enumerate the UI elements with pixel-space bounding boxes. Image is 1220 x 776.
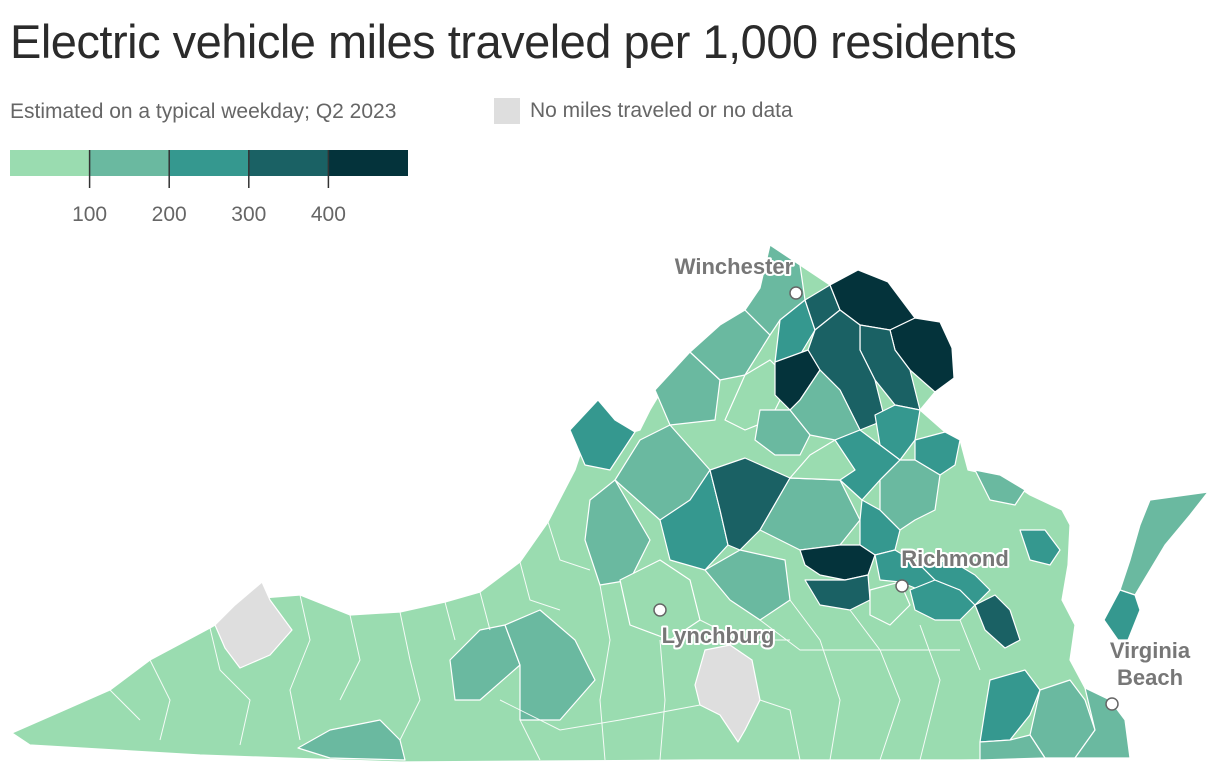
county-no-data-halifax — [694, 644, 761, 743]
city-richmond: Richmond — [895, 544, 1011, 593]
county-louisa — [789, 439, 856, 481]
legend-swatch-5 — [328, 150, 408, 176]
map-title: Electric vehicle miles traveled per 1,00… — [10, 15, 1017, 68]
eastern-shore-south — [1103, 589, 1141, 641]
legend-swatch-4 — [248, 150, 329, 176]
county-north-1 — [774, 299, 816, 363]
map-subtitle: Estimated on a typical weekday; Q2 2023 — [10, 100, 397, 123]
city-dot — [653, 603, 667, 617]
legend-tick-label: 300 — [231, 203, 266, 226]
county-new-kent — [919, 559, 991, 606]
no-data-swatch — [494, 98, 520, 124]
city-label: Winchester — [675, 254, 794, 279]
city-label-line: Richmond — [901, 546, 1009, 571]
county-gloucester — [1019, 529, 1061, 566]
county-orange — [754, 409, 811, 456]
legend-tick-label: 100 — [72, 203, 107, 226]
county-sw-3 — [504, 609, 596, 721]
county-nansemond — [979, 669, 1041, 743]
county-caroline — [879, 459, 941, 531]
city-dot — [1105, 697, 1119, 711]
city-dot — [895, 579, 909, 593]
county-no-data-dickenson — [214, 581, 293, 669]
city-label-line: Virginia — [1110, 638, 1191, 663]
county-w-4 — [654, 351, 721, 426]
county-nw-2 — [744, 244, 806, 336]
county-borders — [109, 521, 981, 761]
county-culpeper — [789, 369, 861, 441]
city-label-line: Winchester — [675, 254, 794, 279]
county-w-2 — [569, 399, 636, 471]
eastern-shore-north — [1119, 491, 1209, 596]
city-winchester: Winchester — [673, 252, 803, 300]
county-suffolk — [979, 734, 1046, 761]
color-legend: 100 200 300 400 — [10, 150, 408, 226]
county-lancaster — [974, 469, 1026, 506]
county-chesterfield — [869, 581, 911, 626]
city-label-line: Beach — [1117, 665, 1183, 690]
city-dot — [789, 286, 803, 300]
no-data-label: No miles traveled or no data — [530, 99, 793, 122]
city-lynchburg: Lynchburg — [653, 603, 776, 650]
city-label-line: Lynchburg — [662, 623, 775, 648]
city-label: Lynchburg — [662, 623, 775, 648]
county-central-2 — [709, 457, 791, 551]
city-virginia-beach: Virginia Beach — [1105, 636, 1193, 711]
city-label: Virginia Beach — [1110, 638, 1191, 690]
legend-swatch-1 — [10, 150, 90, 176]
legend-swatch-2 — [89, 150, 170, 176]
county-james-city — [974, 594, 1021, 649]
city-label: Richmond — [901, 546, 1009, 571]
no-data-legend: No miles traveled or no data — [494, 98, 793, 124]
virginia-counties — [11, 244, 1209, 763]
city-markers: Winchester Richmond Lynchburg Virginia Beach — [653, 252, 1193, 711]
legend-tick-label: 200 — [152, 203, 187, 226]
legend-swatch-3 — [169, 150, 249, 176]
legend-tick-label: 400 — [311, 203, 346, 226]
